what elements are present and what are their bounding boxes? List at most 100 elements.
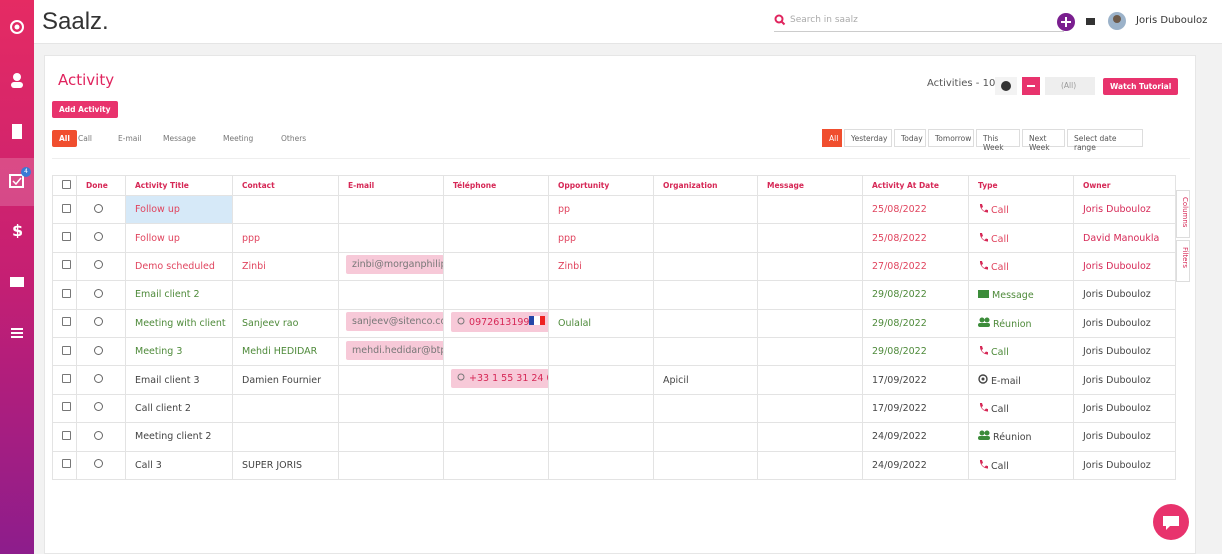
- row-checkbox[interactable]: [52, 365, 77, 395]
- cell-text[interactable]: Email client 3: [135, 374, 200, 386]
- row-checkbox[interactable]: [52, 308, 77, 338]
- nav-deals[interactable]: $: [9, 222, 25, 238]
- cell: 27/08/2022: [862, 251, 969, 282]
- activity-row[interactable]: Call 3 SUPER JORIS 24/09/2022 Call Joris Du…: [52, 450, 1176, 480]
- row-checkbox[interactable]: [52, 450, 77, 480]
- column-header[interactable]: Owner: [1073, 175, 1176, 196]
- cell-text[interactable]: Meeting 3: [135, 346, 183, 358]
- column-header[interactable]: Activity At Date: [862, 175, 969, 196]
- row-checkbox[interactable]: [52, 336, 77, 367]
- done-toggle[interactable]: [76, 308, 126, 338]
- nav-mail[interactable]: [9, 274, 25, 290]
- done-toggle[interactable]: [76, 251, 126, 282]
- type-filter[interactable]: Meeting: [223, 134, 254, 143]
- cell-text[interactable]: Email client 2: [135, 289, 200, 301]
- type-filter[interactable]: Message: [163, 134, 196, 143]
- column-header[interactable]: Organization: [653, 175, 758, 196]
- row-checkbox[interactable]: [52, 422, 77, 452]
- cell: [443, 422, 549, 452]
- info-button[interactable]: [995, 77, 1017, 95]
- done-toggle[interactable]: [76, 194, 126, 225]
- cell-text[interactable]: Call 3: [135, 459, 162, 471]
- filters-tab[interactable]: Filters: [1176, 240, 1190, 282]
- nav-companies[interactable]: [9, 123, 25, 139]
- column-header[interactable]: Opportunity: [548, 175, 654, 196]
- activity-row[interactable]: Demo scheduled Zinbi zinbi@morganphilip Zin…: [52, 251, 1176, 282]
- column-header[interactable]: Message: [757, 175, 863, 196]
- activity-row[interactable]: Meeting with client Sanjeev rao sanjeev@si…: [52, 308, 1176, 338]
- nav-settings[interactable]: [9, 325, 25, 341]
- cell-text: 17/09/2022: [872, 374, 927, 386]
- done-toggle[interactable]: [76, 280, 126, 310]
- row-checkbox[interactable]: [52, 251, 77, 282]
- activity-row[interactable]: Follow up pp 25/08/2022 Call Joris Dubouloz: [52, 194, 1176, 225]
- activity-row[interactable]: Meeting 3 Mehdi HEDIDAR mehdi.hedidar@btp 2…: [52, 336, 1176, 367]
- column-header[interactable]: Activity Title: [125, 175, 233, 196]
- column-header[interactable]: Done: [76, 175, 126, 196]
- type-filter[interactable]: All: [52, 130, 77, 147]
- nav-activity[interactable]: [9, 172, 25, 188]
- nav-contacts[interactable]: [9, 72, 25, 88]
- column-header[interactable]: Type: [968, 175, 1074, 196]
- done-toggle[interactable]: [76, 365, 126, 395]
- logo[interactable]: Saalz.: [42, 8, 109, 35]
- activity-row[interactable]: Email client 3 Damien Fournier +33 1 55 3…: [52, 365, 1176, 395]
- date-filter[interactable]: Yesterday: [844, 129, 892, 147]
- cell-text[interactable]: Call client 2: [135, 402, 191, 414]
- activity-row[interactable]: Meeting client 2 24/09/2022 Réunion Joris …: [52, 422, 1176, 452]
- date-filter[interactable]: Next Week: [1022, 129, 1065, 152]
- collapse-button[interactable]: [1022, 77, 1040, 95]
- done-toggle[interactable]: [76, 336, 126, 367]
- watch-tutorial-button[interactable]: Watch Tutorial: [1103, 78, 1179, 95]
- column-header[interactable]: Téléphone: [443, 175, 549, 196]
- row-checkbox[interactable]: [52, 223, 77, 253]
- date-filter[interactable]: Today: [894, 129, 926, 147]
- date-filter[interactable]: Tomorrow: [928, 129, 974, 147]
- type-filter[interactable]: E-mail: [118, 134, 142, 143]
- date-filter[interactable]: This Week: [976, 129, 1020, 152]
- cell-text: pp: [558, 204, 571, 216]
- nav-home[interactable]: [9, 19, 25, 35]
- cell-text[interactable]: Follow up: [135, 204, 180, 216]
- row-checkbox[interactable]: [52, 194, 77, 225]
- done-toggle[interactable]: [76, 393, 126, 424]
- email-chip[interactable]: zinbi@morganphilip: [346, 255, 443, 275]
- cell: Joris Dubouloz: [1073, 194, 1176, 225]
- phone-chip[interactable]: 0972613199: [451, 311, 548, 332]
- cell-text: 0972613199: [469, 316, 530, 328]
- add-activity-button[interactable]: Add Activity: [52, 101, 118, 118]
- phone-chip[interactable]: +33 1 55 31 24 0: [451, 369, 548, 389]
- owner-filter[interactable]: (All): [1045, 77, 1095, 95]
- activity-row[interactable]: Email client 2 29/08/2022 Message Joris Du…: [52, 280, 1176, 310]
- done-toggle[interactable]: [76, 450, 126, 480]
- row-checkbox[interactable]: [52, 280, 77, 310]
- cell-text[interactable]: Follow up: [135, 232, 180, 244]
- column-header[interactable]: E-mail: [338, 175, 444, 196]
- user-name[interactable]: Joris Dubouloz: [1136, 15, 1208, 26]
- mail-icon[interactable]: [1086, 17, 1096, 26]
- columns-tab[interactable]: Columns: [1176, 190, 1190, 238]
- cell: Joris Dubouloz: [1073, 336, 1176, 367]
- cell-text[interactable]: Meeting client 2: [135, 431, 212, 443]
- cell-text[interactable]: Meeting with client: [135, 317, 226, 329]
- type-filter[interactable]: Others: [281, 134, 307, 143]
- type-filter[interactable]: Call: [78, 134, 93, 143]
- email-chip[interactable]: mehdi.hedidar@btp: [346, 340, 443, 360]
- cell-text[interactable]: Demo scheduled: [135, 260, 215, 272]
- date-filter[interactable]: All: [822, 129, 842, 147]
- column-header[interactable]: Contact: [232, 175, 339, 196]
- activity-row[interactable]: Call client 2 17/09/2022 Call Joris Duboul…: [52, 393, 1176, 424]
- done-toggle[interactable]: [76, 422, 126, 452]
- row-checkbox[interactable]: [52, 393, 77, 424]
- cell: Joris Dubouloz: [1073, 450, 1176, 480]
- avatar[interactable]: [1107, 11, 1127, 31]
- add-button[interactable]: [1056, 12, 1076, 32]
- select-all[interactable]: [52, 175, 77, 196]
- activity-row[interactable]: Follow up ppp ppp 25/08/2022 Call David Mano…: [52, 223, 1176, 253]
- done-toggle[interactable]: [76, 223, 126, 253]
- date-filter[interactable]: Select date range: [1067, 129, 1143, 152]
- email-chip[interactable]: sanjeev@sitenco.cor: [346, 312, 443, 332]
- search-input[interactable]: Search in saalz: [774, 12, 1064, 32]
- chat-button[interactable]: [1152, 503, 1190, 541]
